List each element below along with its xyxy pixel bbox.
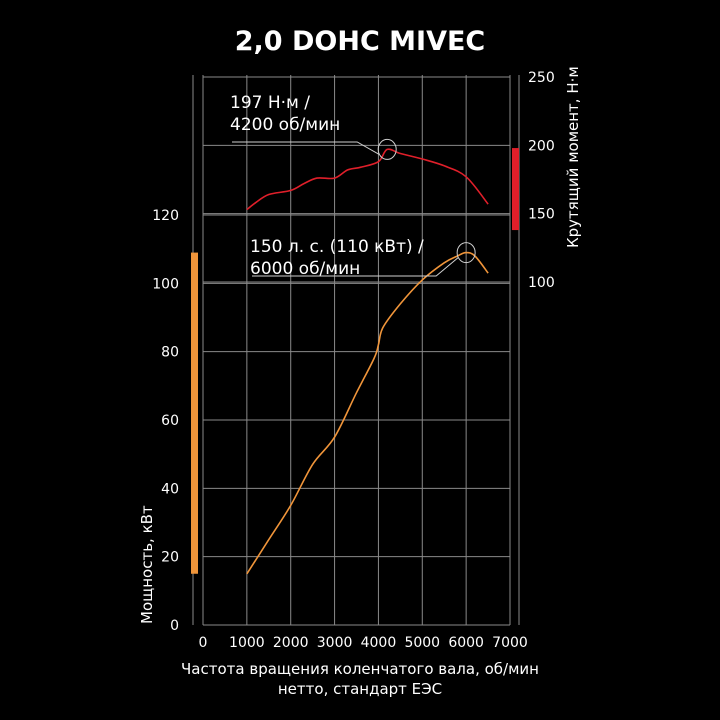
x-axis-label: Частота вращения коленчатого вала, об/ми… <box>181 660 539 678</box>
x-tick-label-6: 6000 <box>448 635 484 651</box>
x-tick-label-5: 5000 <box>404 635 440 651</box>
y-left-tick-label-1: 20 <box>161 550 179 566</box>
grid-lines <box>192 75 520 626</box>
x-tick-label-4: 4000 <box>361 635 397 651</box>
x-tick-label-2: 2000 <box>273 635 309 651</box>
y-left-tick-label-2: 40 <box>161 481 179 497</box>
y-left-tick-label-3: 60 <box>161 413 179 429</box>
y-left-tick-label-6: 120 <box>152 208 179 224</box>
x-tick-label-0: 0 <box>199 635 208 651</box>
y-left-axis-label: Мощность, кВт <box>138 505 156 624</box>
x-tick-label-7: 7000 <box>492 635 528 651</box>
tick-labels: 0 1000 2000 3000 4000 5000 6000 7000 0 20 40 60 80 10… <box>152 70 554 651</box>
annotation-line1-1: 150 л. с. (110 кВт) / <box>250 237 424 257</box>
torque-range-bar <box>512 148 519 231</box>
y-right-axis-label: Крутящий момент, Н·м <box>564 66 582 248</box>
annotation-line2-1: 6000 об/мин <box>250 259 360 279</box>
series-line-torque <box>246 148 489 211</box>
annotation-line1-0: 197 Н·м / <box>230 93 310 113</box>
annotation-line2-0: 4200 об/мин <box>230 115 340 135</box>
y-right-tick-label-1: 150 <box>528 207 555 223</box>
annotation-circle-1 <box>456 242 476 264</box>
x-tick-label-1: 1000 <box>229 635 265 651</box>
y-left-tick-label-0: 0 <box>170 618 179 634</box>
y-right-tick-label-3: 250 <box>528 70 555 86</box>
y-right-tick-label-2: 200 <box>528 138 555 154</box>
power-range-bar <box>191 252 198 574</box>
annotation-circle-0 <box>377 138 397 160</box>
annotation-leader-1 <box>252 257 459 277</box>
data-series <box>246 148 489 575</box>
annotations: 197 Н·м /4200 об/мин 150 л. с. (110 кВт) … <box>230 93 476 279</box>
x-axis-label-line2: нетто, стандарт ЕЭС <box>278 680 442 698</box>
range-bars <box>191 148 519 574</box>
chart-title: 2,0 DOHC MIVEC <box>235 26 485 57</box>
annotation-leader-0 <box>232 141 380 155</box>
y-right-tick-label-0: 100 <box>528 275 555 291</box>
y-left-tick-label-4: 80 <box>161 345 179 361</box>
x-tick-label-3: 3000 <box>317 635 353 651</box>
y-left-tick-label-5: 100 <box>152 276 179 292</box>
series-line-power <box>246 251 489 575</box>
